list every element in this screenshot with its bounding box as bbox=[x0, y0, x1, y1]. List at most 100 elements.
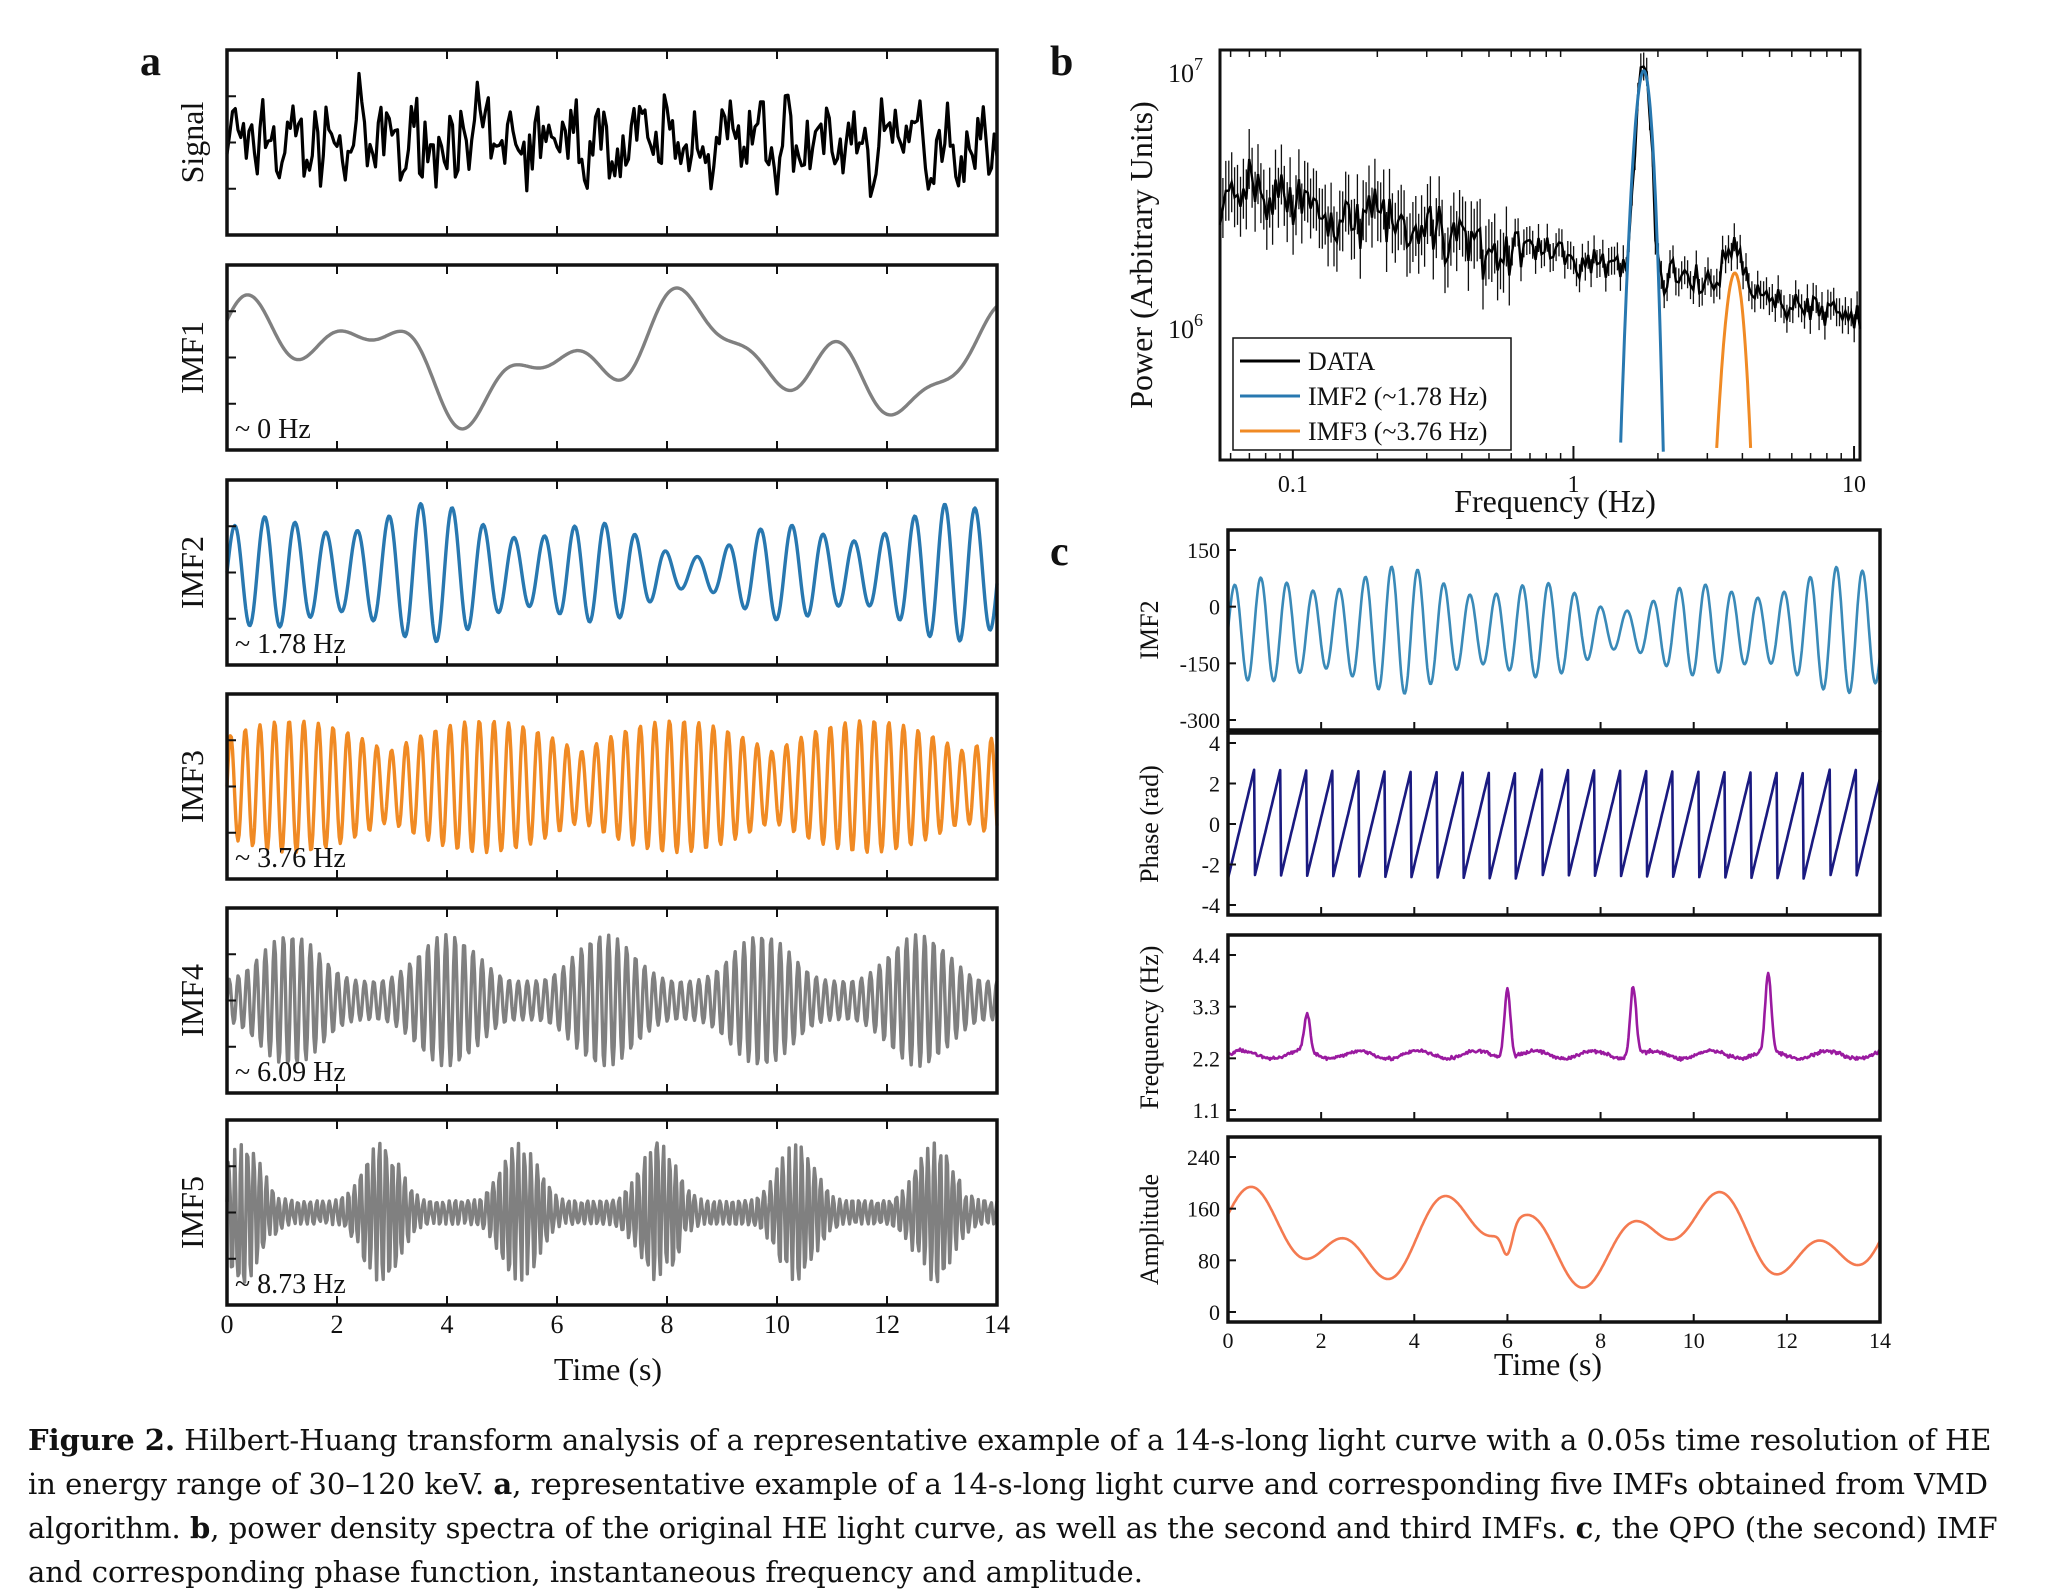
panel-a-ylabel: IMF4 bbox=[174, 964, 210, 1037]
panel-a-freq-label: ~ 3.76 Hz bbox=[235, 843, 346, 874]
panel-c-row-3: 240 160 80 0 Amplitude bbox=[1135, 1135, 1882, 1325]
panel-a-freq-label: ~ 1.78 Hz bbox=[235, 629, 346, 660]
panel-a-xtick-label: 0 bbox=[221, 1310, 234, 1339]
panel-a-xtick-label: 2 bbox=[331, 1310, 344, 1339]
panel-c-ylabel: Phase (rad) bbox=[1135, 765, 1164, 883]
panel-a-row-signal: Signal bbox=[174, 48, 999, 237]
panel-c-row-1: 4 2 0 -2 -4 Phase (rad) bbox=[1135, 731, 1882, 918]
caption-text-4: , the QPO (the second) IMF and correspon… bbox=[28, 1511, 1998, 1589]
figure-2: a b c Signal IMF1 ~ 0 Hz IMF2 ~ 1.78 Hz IMF3 ~… bbox=[140, 39, 1891, 1387]
panel-c-xtick-label: 12 bbox=[1776, 1328, 1798, 1353]
panel-c-row-0: 150 0 -150 -300 IMF2 bbox=[1135, 528, 1882, 733]
panel-c-frame bbox=[1226, 528, 1882, 732]
panel-b-legend: DATA IMF2 (~1.78 Hz) IMF3 (~3.76 Hz) bbox=[1232, 337, 1512, 451]
panel-a-row-imf4: IMF4 ~ 6.09 Hz bbox=[174, 906, 999, 1095]
panel-c-row-2: 4.4 3.3 2.2 1.1 Frequency (Hz) bbox=[1135, 933, 1882, 1123]
ytick-1e7: 107 bbox=[1168, 54, 1203, 88]
panel-c-ytick-label: -2 bbox=[1202, 853, 1220, 878]
panel-c-ytick-label: 0 bbox=[1209, 595, 1220, 620]
panel-b-xtick-label: 0.1 bbox=[1278, 472, 1308, 498]
panel-c-ytick-label: 1.1 bbox=[1193, 1098, 1221, 1123]
panel-c-xtick-label: 0 bbox=[1223, 1328, 1234, 1353]
panel-a-xtick-label: 14 bbox=[984, 1310, 1010, 1339]
panel-b-label: b bbox=[1050, 39, 1073, 85]
panel-c-ytick-label: 160 bbox=[1187, 1197, 1220, 1222]
legend-imf3-label: IMF3 (~3.76 Hz) bbox=[1308, 417, 1487, 446]
panel-a-trace-imf4 bbox=[225, 933, 999, 1068]
panel-c-ylabel: Amplitude bbox=[1135, 1174, 1164, 1285]
panel-a-trace-imf2 bbox=[225, 502, 999, 644]
panel-c-ytick-label: -150 bbox=[1180, 651, 1220, 676]
panel-a-ylabel: IMF2 bbox=[174, 536, 210, 609]
figure-caption: Figure 2. Hilbert-Huang transform analys… bbox=[28, 1418, 2028, 1594]
panel-a-row-imf3: IMF3 ~ 3.76 Hz bbox=[174, 692, 999, 881]
panel-a-ylabel: IMF3 bbox=[174, 750, 210, 823]
panel-b-data-line bbox=[1218, 65, 1862, 330]
panel-a-ylabel: IMF1 bbox=[174, 321, 210, 394]
ytick-1e6: 106 bbox=[1168, 310, 1203, 344]
panel-a: Signal IMF1 ~ 0 Hz IMF2 ~ 1.78 Hz IMF3 ~ 3.76 … bbox=[174, 48, 1010, 1387]
panel-b-ylabel: Power (Arbitrary Units) bbox=[1123, 101, 1159, 408]
panel-b-yticks: 107 106 bbox=[1168, 54, 1203, 344]
panel-a-row-imf2: IMF2 ~ 1.78 Hz bbox=[174, 478, 999, 667]
panel-a-xlabel: Time (s) bbox=[554, 1351, 662, 1387]
panel-c-ytick-label: 4 bbox=[1209, 731, 1220, 756]
panel-c-ytick-label: 0 bbox=[1209, 812, 1220, 837]
panel-a-xtick-label: 10 bbox=[764, 1310, 790, 1339]
caption-a: a bbox=[493, 1467, 513, 1501]
panel-a-trace-imf3 bbox=[225, 719, 999, 855]
panel-a-xtick-label: 12 bbox=[874, 1310, 900, 1339]
panel-c-ytick-label: 240 bbox=[1187, 1145, 1220, 1170]
panel-a-row-imf1: IMF1 ~ 0 Hz bbox=[174, 263, 999, 452]
panel-c-ylabel: IMF2 bbox=[1135, 600, 1164, 659]
panel-c-xtick-label: 6 bbox=[1502, 1328, 1513, 1353]
panel-b-error-bars bbox=[1219, 52, 1861, 343]
caption-c: c bbox=[1575, 1511, 1594, 1545]
caption-lead: Figure 2. bbox=[28, 1423, 176, 1457]
panel-c-trace bbox=[1226, 1185, 1882, 1289]
panel-a-ylabel: IMF5 bbox=[174, 1176, 210, 1249]
panel-c-xlabel: Time (s) bbox=[1494, 1346, 1602, 1382]
panel-a-trace-signal bbox=[225, 71, 999, 198]
legend-data-label: DATA bbox=[1308, 347, 1375, 376]
panel-c-xtick-label: 14 bbox=[1869, 1328, 1891, 1353]
panel-c-label: c bbox=[1050, 529, 1069, 575]
panel-c-ytick-label: -300 bbox=[1180, 708, 1220, 733]
caption-b: b bbox=[190, 1511, 211, 1545]
panel-c-trace bbox=[1226, 971, 1882, 1062]
panel-c-xtick-label: 10 bbox=[1683, 1328, 1705, 1353]
panel-a-xtick-label: 4 bbox=[441, 1310, 454, 1339]
panel-c-trace bbox=[1226, 768, 1882, 880]
caption-text-3: , power density spectra of the original … bbox=[210, 1511, 1576, 1545]
panel-b: 107 106 0.1 1 10 Frequency (Hz) Power (Arb… bbox=[1123, 48, 1866, 519]
panel-c-trace bbox=[1226, 565, 1882, 695]
caption-text-1: Hilbert-Huang transform analysis of a re… bbox=[28, 1423, 1992, 1501]
panel-b-imf2-line bbox=[1619, 69, 1665, 452]
panel-c-ytick-label: 2.2 bbox=[1193, 1046, 1221, 1071]
panel-c-frame bbox=[1226, 1135, 1882, 1324]
panel-a-freq-label: ~ 6.09 Hz bbox=[235, 1057, 346, 1088]
panel-c-ytick-label: 80 bbox=[1198, 1248, 1220, 1273]
panel-b-xtick-label: 10 bbox=[1842, 472, 1866, 498]
panel-c-ytick-label: 2 bbox=[1209, 772, 1220, 797]
panel-c-ytick-label: 4.4 bbox=[1193, 943, 1221, 968]
panel-c-xtick-label: 8 bbox=[1595, 1328, 1606, 1353]
panel-c-ytick-label: 3.3 bbox=[1193, 995, 1221, 1020]
caption-text-2: , representative example of a 14-s-long … bbox=[28, 1467, 1989, 1545]
panel-c-ylabel: Frequency (Hz) bbox=[1135, 946, 1164, 1110]
panel-c-xtick-label: 2 bbox=[1316, 1328, 1327, 1353]
panel-b-frame bbox=[1218, 48, 1862, 462]
panel-c: 150 0 -150 -300 IMF2 4 2 0 -2 -4 Phase (rad) 4.4 3.3… bbox=[1135, 528, 1891, 1382]
panel-b-xtick-label: 1 bbox=[1567, 472, 1579, 498]
panel-a-ylabel: Signal bbox=[174, 102, 210, 184]
panel-a-trace-imf5 bbox=[225, 1141, 999, 1284]
panel-c-xtick-label: 4 bbox=[1409, 1328, 1420, 1353]
panel-b-xticks: 0.1 1 10 bbox=[1229, 50, 1866, 498]
panel-b-imf3-line bbox=[1715, 271, 1753, 448]
panel-c-ytick-label: 0 bbox=[1209, 1300, 1220, 1325]
panel-a-freq-label: ~ 0 Hz bbox=[235, 414, 311, 445]
panel-a-label: a bbox=[140, 39, 161, 85]
panel-a-xtick-label: 8 bbox=[661, 1310, 674, 1339]
panel-a-row-imf5: IMF5 ~ 8.73 Hz bbox=[174, 1118, 999, 1307]
panel-a-frame bbox=[225, 48, 999, 237]
